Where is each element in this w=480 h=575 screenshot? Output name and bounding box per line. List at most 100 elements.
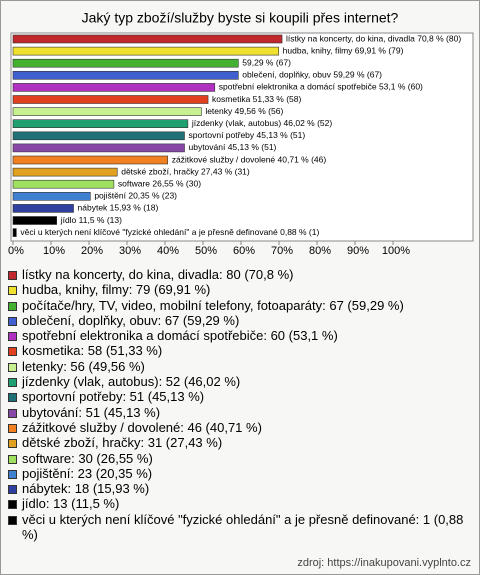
legend-item: spotřební elektronika a domácí spotřebič…: [7, 328, 467, 343]
bar: [12, 71, 239, 80]
legend-label: zážitkové služby / dovolené: 46 (40,71 %…: [22, 419, 262, 435]
legend-marker: [8, 332, 17, 342]
legend-marker: [8, 271, 17, 280]
value-label: letenky 49,56 % (56): [205, 106, 283, 116]
value-label: jídlo 11,5 % (13): [60, 215, 122, 225]
value-label: nábytek 15,93 % (18): [78, 203, 159, 213]
legend-marker: [8, 316, 17, 326]
value-label: spotřební elektronika a domácí spotřebič…: [219, 82, 423, 92]
value-label: pojištění 20,35 % (23): [94, 191, 177, 201]
bar: [12, 216, 58, 225]
x-tick-label: 100%: [382, 245, 410, 257]
legend-label: pojištění: 23 (20,35 %): [22, 465, 153, 481]
legend-marker: [8, 362, 17, 372]
legend-label: oblečení, doplňky, obuv: 67 (59,29 %): [22, 312, 240, 328]
x-tick-label: 70%: [271, 245, 293, 257]
bar: [12, 155, 168, 165]
legend-label: lístky na koncerty, do kina, divadla: 80…: [22, 267, 294, 282]
legend-marker: [8, 439, 17, 449]
legend-label: věci u kterých není klíčové "fyzické ohl…: [22, 511, 464, 543]
bar: [12, 192, 91, 201]
legend-label: spotřební elektronika a domácí spotřebič…: [22, 328, 338, 344]
legend-marker: [8, 423, 17, 433]
legend-item: pojištění: 23 (20,35 %): [7, 466, 467, 481]
bar: [12, 46, 279, 56]
legend-item: letenky: 56 (49,56 %): [7, 359, 467, 374]
legend-label: software: 30 (26,55 %): [22, 450, 153, 466]
legend-item: počítače/hry, TV, video, mobilní telefon…: [7, 298, 467, 313]
legend-item: oblečení, doplňky, obuv: 67 (59,29 %): [7, 313, 467, 328]
x-tick-label: 0%: [8, 245, 24, 257]
value-label: kosmetika 51,33 % (58): [212, 94, 301, 104]
x-tick-label: 90%: [347, 245, 369, 257]
value-label: software 26,55 % (30): [118, 178, 201, 188]
legend-label: nábytek: 18 (15,93 %): [22, 481, 150, 497]
legend-label: hudba, knihy, filmy: 79 (69,91 %): [22, 282, 211, 298]
legend-label: jídlo: 13 (11,5 %): [22, 496, 120, 512]
bar: [12, 131, 185, 141]
legend-label: kosmetika: 58 (51,33 %): [22, 343, 163, 359]
bar: [12, 204, 74, 213]
legend-label: ubytování: 51 (45,13 %): [22, 404, 161, 420]
x-tick-label: 60%: [233, 245, 255, 257]
legend-item: nábytek: 18 (15,93 %): [7, 481, 467, 496]
bar: [12, 107, 202, 116]
legend-label: jízdenky (vlak, autobus): 52 (46,02 %): [22, 374, 241, 390]
legend-marker: [8, 469, 17, 479]
legend-label: sportovní potřeby: 51 (45,13 %): [22, 389, 205, 405]
legend-marker: [8, 515, 17, 525]
legend-marker: [8, 301, 17, 311]
x-tick-label: 30%: [119, 245, 141, 257]
legend: lístky na koncerty, do kina, divadla: 80…: [7, 267, 467, 542]
legend-item: jídlo: 13 (11,5 %): [7, 496, 467, 511]
legend-item: jízdenky (vlak, autobus): 52 (46,02 %): [7, 374, 467, 389]
legend-item: software: 30 (26,55 %): [7, 451, 467, 466]
bar: [12, 179, 115, 189]
bar: [12, 119, 189, 128]
legend-item: věci u kterých není klíčové "fyzické ohl…: [7, 512, 467, 543]
legend-item: zážitkové služby / dovolené: 46 (40,71 %…: [7, 420, 467, 435]
bar: [12, 228, 17, 237]
legend-marker: [8, 485, 17, 495]
bar: [12, 167, 118, 177]
plot: Jaký typ zboží/služby byste si koupili p…: [8, 10, 474, 257]
legend-item: lístky na koncerty, do kina, divadla: 80…: [7, 267, 467, 282]
source: zdroj: https://inakupovani.vyplnto.cz: [297, 557, 471, 569]
legend-marker: [8, 347, 17, 357]
value-label: ubytování 45,13 % (51): [188, 142, 276, 152]
legend-label: dětské zboží, hračky: 31 (27,43 %): [22, 435, 223, 451]
x-tick-label: 20%: [81, 245, 103, 257]
bar: [12, 83, 216, 92]
legend-item: dětské zboží, hračky: 31 (27,43 %): [7, 435, 467, 450]
value-label: dětské zboží, hračky 27,43 % (31): [121, 166, 250, 176]
chart-title: Jaký typ zboží/služby byste si koupili p…: [82, 10, 399, 26]
bar: [12, 34, 283, 44]
value-label: jízdenky (vlak, autobus) 46,02 % (52): [191, 118, 332, 128]
legend-marker: [8, 393, 17, 403]
legend-label: počítače/hry, TV, video, mobilní telefon…: [22, 297, 404, 313]
value-label: oblečení, doplňky, obuv 59,29 % (67): [242, 70, 382, 80]
bar: [12, 58, 239, 68]
legend-item: hudba, knihy, filmy: 79 (69,91 %): [7, 282, 467, 297]
value-label: věci u kterých není klíčové "fyzické ohl…: [20, 227, 319, 237]
legend-marker: [8, 378, 17, 388]
legend-item: ubytování: 51 (45,13 %): [7, 405, 467, 420]
legend-item: sportovní potřeby: 51 (45,13 %): [7, 389, 467, 404]
x-tick-label: 10%: [43, 245, 65, 257]
value-label: zážitkové služby / dovolené 40,71 % (46): [172, 154, 327, 164]
value-label: 59,29 % (67): [242, 57, 291, 67]
legend-marker: [8, 454, 17, 464]
value-label: lístky na koncerty, do kina, divadla 70,…: [286, 33, 461, 43]
x-tick-label: 50%: [195, 245, 217, 257]
legend-item: kosmetika: 58 (51,33 %): [7, 343, 467, 358]
x-tick-label: 80%: [309, 245, 331, 257]
legend-marker: [8, 408, 17, 418]
legend-marker: [8, 500, 17, 510]
bar: [12, 143, 185, 153]
x-tick-label: 40%: [157, 245, 179, 257]
legend-marker: [8, 286, 17, 296]
legend-label: letenky: 56 (49,56 %): [22, 358, 145, 374]
value-label: sportovní potřeby 45,13 % (51): [188, 130, 305, 140]
bar: [12, 95, 209, 104]
